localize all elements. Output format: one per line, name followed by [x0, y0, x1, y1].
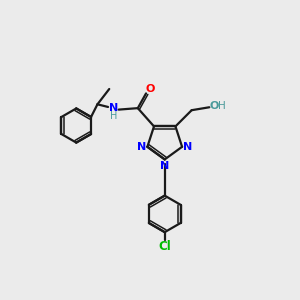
- Text: N: N: [183, 142, 193, 152]
- Text: H: H: [218, 101, 226, 111]
- Text: N: N: [137, 142, 146, 152]
- Text: N: N: [160, 161, 169, 171]
- Text: O: O: [146, 84, 155, 94]
- Text: N: N: [109, 103, 118, 112]
- Text: O: O: [209, 101, 219, 111]
- Text: H: H: [110, 110, 117, 121]
- Text: Cl: Cl: [158, 240, 171, 253]
